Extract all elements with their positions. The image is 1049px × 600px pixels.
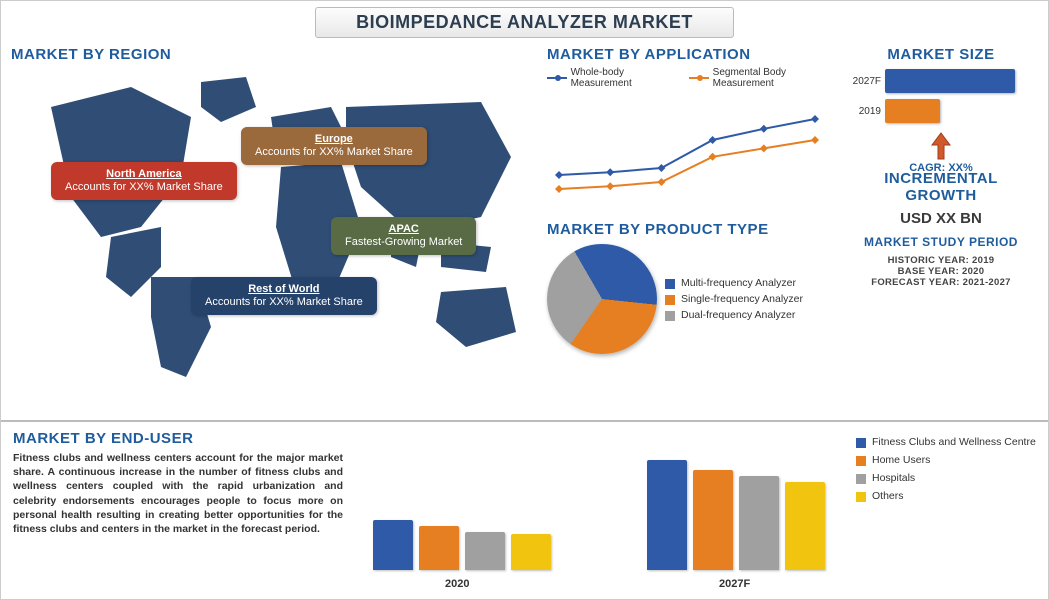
tag-note: Fastest-Growing Market <box>345 236 462 249</box>
cagr-text: CAGR: XX% <box>849 162 1033 174</box>
legend-item: Others <box>856 490 1036 502</box>
enduser-bar-chart: 2020 2027F <box>343 430 856 596</box>
enduser-legend: Fitness Clubs and Wellness Centre Home U… <box>856 430 1036 596</box>
bar <box>739 476 779 570</box>
legend-label: Others <box>872 490 904 502</box>
tag-name: APAC <box>345 223 462 236</box>
tag-note: Accounts for XX% Market Share <box>255 146 413 159</box>
legend-item: Home Users <box>856 454 1036 466</box>
application-line-chart <box>547 93 827 208</box>
tag-apac: APAC Fastest-Growing Market <box>331 217 476 255</box>
legend-label: Hospitals <box>872 472 915 484</box>
panel-market-size: MARKET SIZE 2027F 2019 CAGR: XX% INCREME… <box>841 40 1041 420</box>
market-size-title: MARKET SIZE <box>849 46 1033 63</box>
bar <box>785 482 825 570</box>
panel-middle: MARKET BY APPLICATION Whole-body Measure… <box>541 40 841 420</box>
application-legend: Whole-body Measurement Segmental Body Me… <box>547 67 835 89</box>
market-size-bar-row: 2019 <box>849 99 1033 123</box>
legend-swatch-icon <box>665 295 675 305</box>
legend-label: Fitness Clubs and Wellness Centre <box>872 436 1036 448</box>
legend-swatch-icon <box>665 311 675 321</box>
tag-name: Rest of World <box>205 283 363 296</box>
bar-2027f <box>885 69 1015 93</box>
enduser-blurb: Fitness clubs and wellness centers accou… <box>13 451 343 536</box>
legend-label: Home Users <box>872 454 930 466</box>
legend-swatch-icon <box>665 279 675 289</box>
legend-swatch-icon <box>856 474 866 484</box>
legend-label: Multi-frequency Analyzer <box>681 277 796 289</box>
legend-swatch-icon <box>856 492 866 502</box>
tag-rest-of-world: Rest of World Accounts for XX% Market Sh… <box>191 277 377 315</box>
group-label: 2020 <box>445 578 469 590</box>
legend-item: Single-frequency Analyzer <box>665 293 803 305</box>
group-label: 2027F <box>719 578 750 590</box>
legend-swatch-icon <box>856 456 866 466</box>
study-line: FORECAST YEAR: 2021-2027 <box>849 277 1033 288</box>
study-line: BASE YEAR: 2020 <box>849 266 1033 277</box>
legend-item: Multi-frequency Analyzer <box>665 277 803 289</box>
product-pie-row: Multi-frequency Analyzer Single-frequenc… <box>547 244 835 354</box>
study-title: MARKET STUDY PERIOD <box>849 235 1033 249</box>
product-pie-chart <box>547 244 657 354</box>
bar <box>419 526 459 570</box>
application-title: MARKET BY APPLICATION <box>547 46 835 63</box>
tag-north-america: North America Accounts for XX% Market Sh… <box>51 162 237 200</box>
tag-note: Accounts for XX% Market Share <box>65 181 223 194</box>
bar-label: 2027F <box>849 76 885 87</box>
enduser-title: MARKET BY END-USER <box>13 430 343 447</box>
bar <box>465 532 505 570</box>
study-line: HISTORIC YEAR: 2019 <box>849 255 1033 266</box>
legend-swatch-icon <box>689 77 709 79</box>
bar <box>373 520 413 570</box>
legend-item: Whole-body Measurement <box>547 67 675 89</box>
legend-swatch-icon <box>856 438 866 448</box>
tag-europe: Europe Accounts for XX% Market Share <box>241 127 427 165</box>
region-title: MARKET BY REGION <box>11 46 531 63</box>
legend-item: Segmental Body Measurement <box>689 67 835 89</box>
cagr-row: CAGR: XX% <box>849 129 1033 174</box>
legend-swatch-icon <box>547 77 567 79</box>
title-bar: BIOIMPEDANCE ANALYZER MARKET <box>1 1 1048 40</box>
legend-item: Dual-frequency Analyzer <box>665 309 803 321</box>
panel-enduser: MARKET BY END-USER Fitness clubs and wel… <box>1 420 1048 596</box>
bar <box>647 460 687 570</box>
legend-item: Fitness Clubs and Wellness Centre <box>856 436 1036 448</box>
panel-region: MARKET BY REGION <box>1 40 541 420</box>
legend-label: Single-frequency Analyzer <box>681 293 803 305</box>
tag-note: Accounts for XX% Market Share <box>205 296 363 309</box>
page-title: BIOIMPEDANCE ANALYZER MARKET <box>315 7 734 38</box>
legend-label: Segmental Body Measurement <box>713 67 835 89</box>
product-legend: Multi-frequency Analyzer Single-frequenc… <box>665 273 803 325</box>
incremental-value: USD XX BN <box>849 210 1033 227</box>
bar <box>511 534 551 570</box>
market-size-bar-row: 2027F <box>849 69 1033 93</box>
enduser-text: MARKET BY END-USER Fitness clubs and wel… <box>13 430 343 596</box>
legend-label: Whole-body Measurement <box>571 67 675 89</box>
legend-label: Dual-frequency Analyzer <box>681 309 795 321</box>
arrow-up-icon <box>930 131 952 161</box>
legend-item: Hospitals <box>856 472 1036 484</box>
bar-2019 <box>885 99 940 123</box>
product-title: MARKET BY PRODUCT TYPE <box>547 221 835 238</box>
bar <box>693 470 733 570</box>
bar-label: 2019 <box>849 106 885 117</box>
main-grid: MARKET BY REGION <box>1 40 1048 420</box>
tag-name: North America <box>65 168 223 181</box>
study-lines: HISTORIC YEAR: 2019 BASE YEAR: 2020 FORE… <box>849 255 1033 288</box>
incremental-title: INCREMENTAL GROWTH <box>849 170 1033 204</box>
market-size-chart: 2027F 2019 CAGR: XX% <box>849 69 1033 164</box>
world-map: North America Accounts for XX% Market Sh… <box>11 67 531 387</box>
tag-name: Europe <box>255 133 413 146</box>
